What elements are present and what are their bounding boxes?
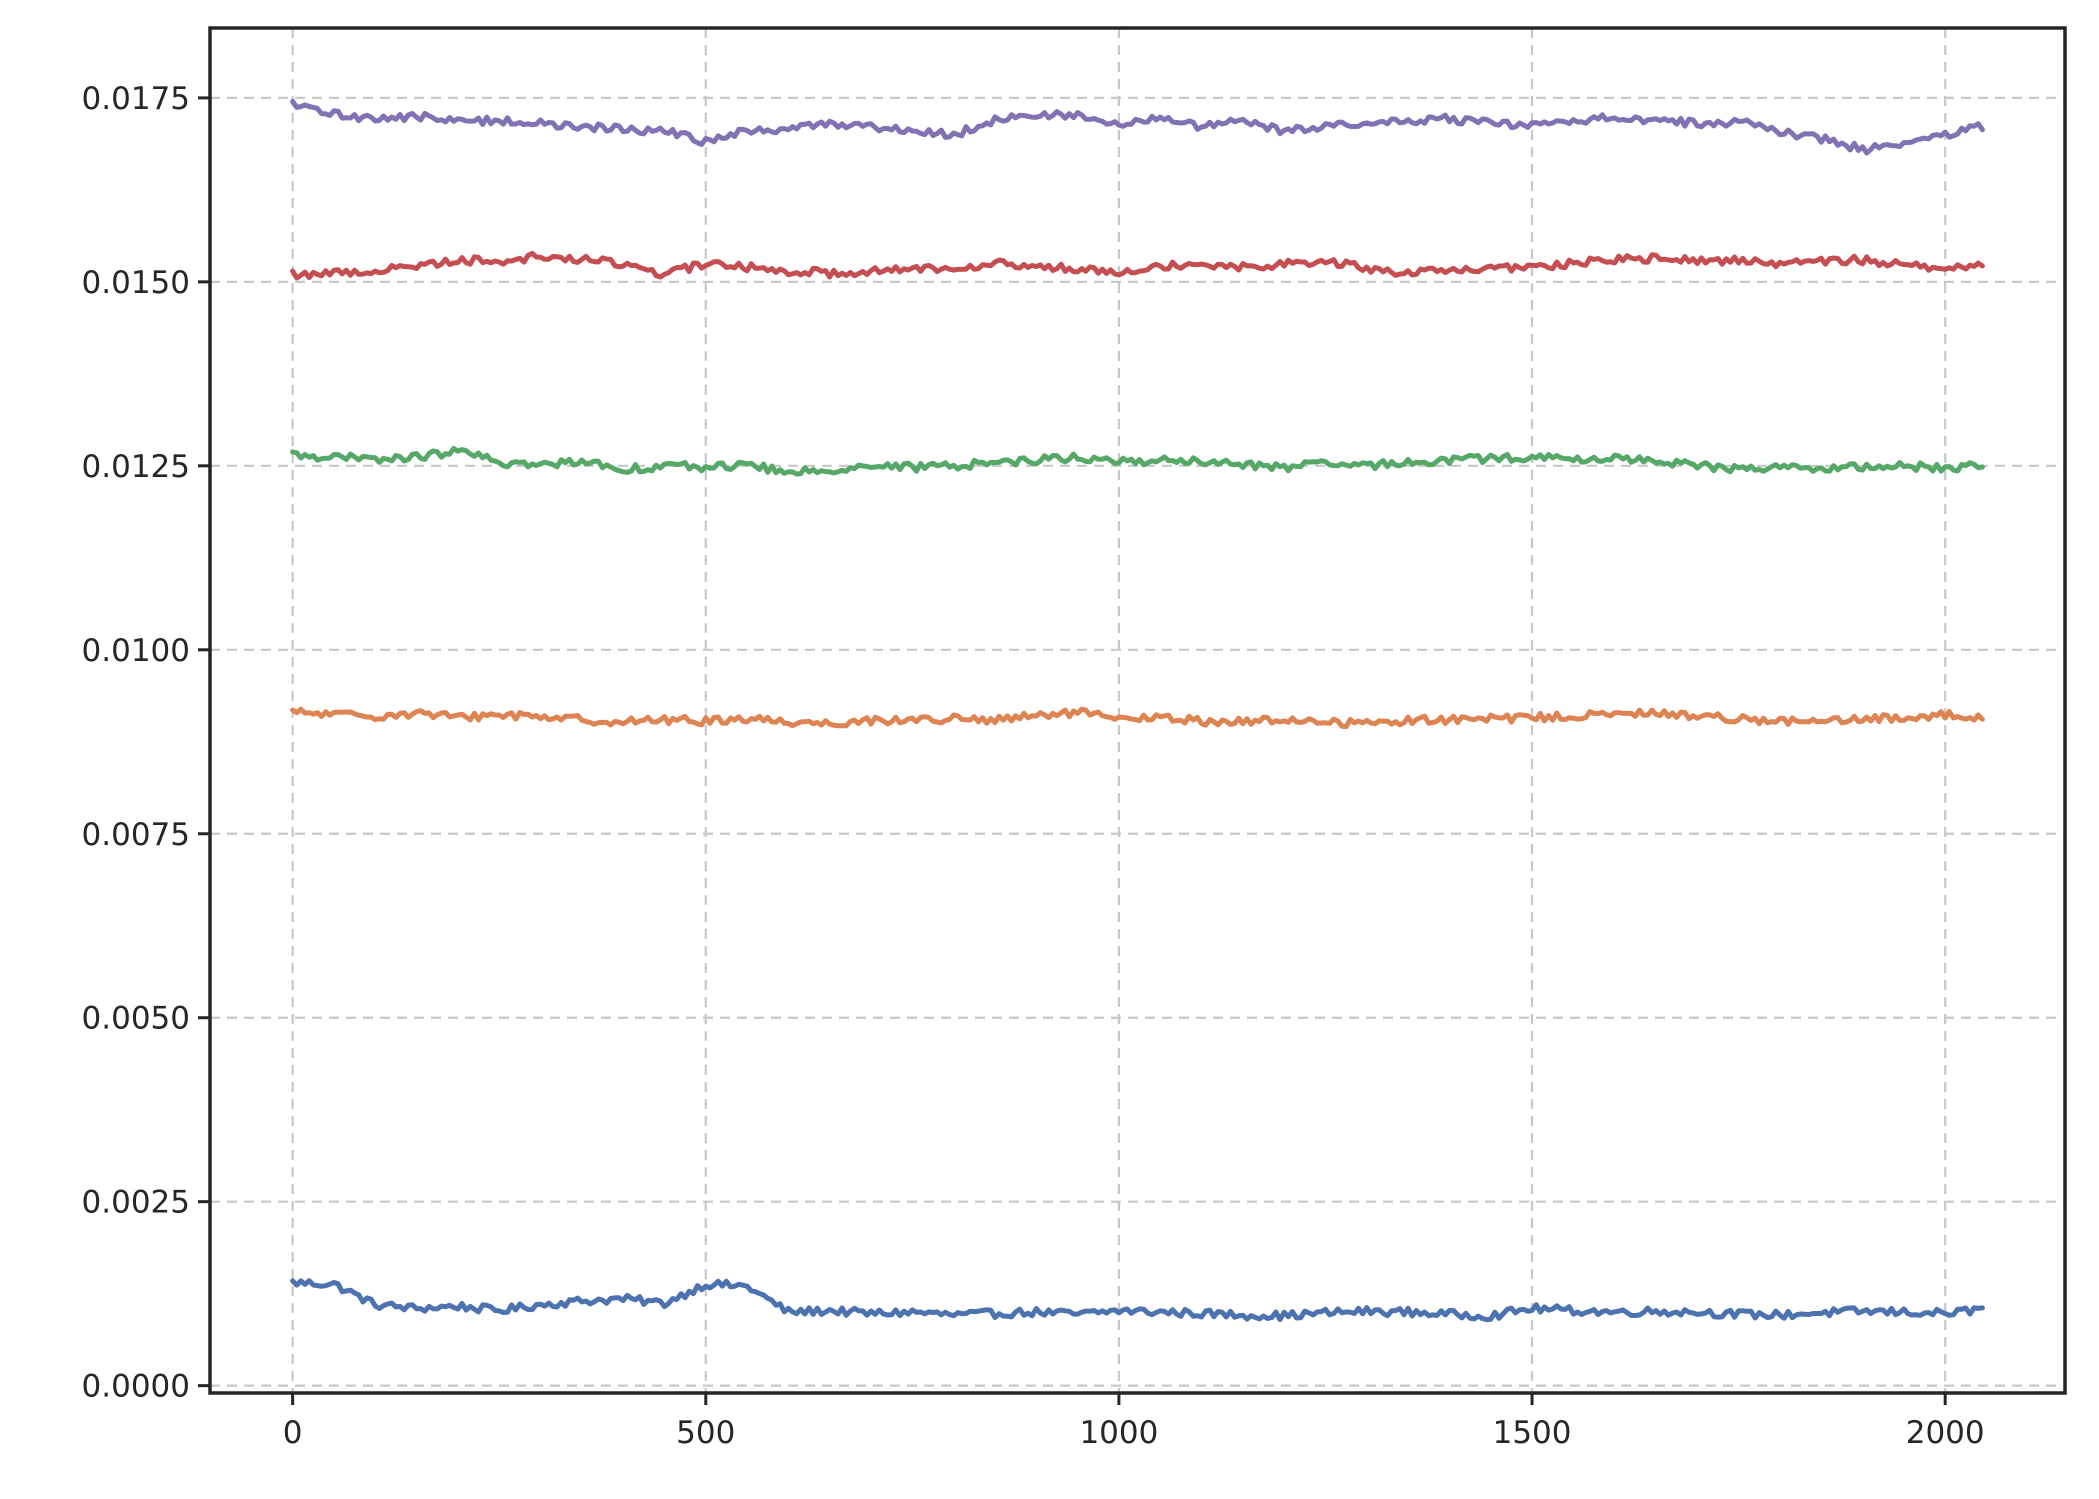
series-lines bbox=[290, 98, 1985, 1323]
x-tick-label: 1000 bbox=[1079, 1415, 1158, 1451]
y-tick-label: 0.0075 bbox=[82, 817, 190, 853]
x-tick-label: 500 bbox=[676, 1415, 735, 1451]
x-tick-label: 0 bbox=[283, 1415, 303, 1451]
series-line-4 bbox=[290, 250, 1985, 281]
y-tick-label: 0.0100 bbox=[82, 633, 190, 669]
y-tick-label: 0.0000 bbox=[82, 1369, 190, 1405]
y-tick-label: 0.0175 bbox=[82, 81, 190, 117]
series-line-5 bbox=[290, 98, 1985, 156]
axis-ticks bbox=[198, 96, 1947, 1405]
plot-frame bbox=[208, 26, 2067, 1395]
y-tick-label: 0.0125 bbox=[82, 449, 190, 485]
series-line-3 bbox=[290, 445, 1985, 477]
series-line-1 bbox=[290, 1278, 1985, 1323]
y-tick-label: 0.0025 bbox=[82, 1185, 190, 1221]
tick-labels: 0 500 1000 1500 2000 0.0000 0.0025 0.0050 0.0075… bbox=[82, 81, 1985, 1451]
series-line-2 bbox=[290, 706, 1985, 730]
y-tick-label: 0.0150 bbox=[82, 265, 190, 301]
x-tick-label: 2000 bbox=[1906, 1415, 1985, 1451]
x-tick-label: 1500 bbox=[1493, 1415, 1572, 1451]
grid-lines bbox=[210, 28, 2065, 1393]
y-tick-label: 0.0050 bbox=[82, 1001, 190, 1037]
